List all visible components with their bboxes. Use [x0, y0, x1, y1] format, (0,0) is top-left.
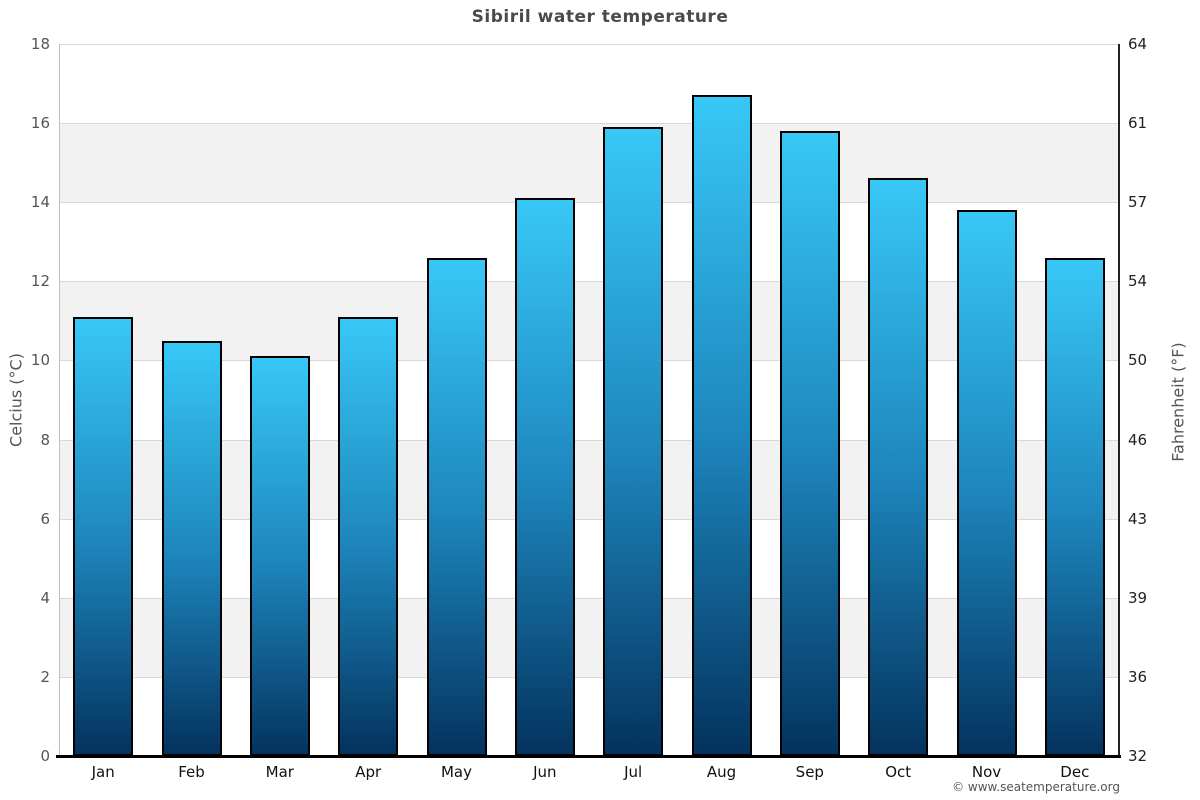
- ytick-celsius-8: 8: [40, 430, 50, 449]
- plot-area: [59, 44, 1119, 756]
- ytick-celsius-18: 18: [30, 35, 50, 53]
- ytick-celsius-10: 10: [30, 351, 50, 370]
- bar-oct[interactable]: [868, 178, 929, 756]
- plot-band: [59, 518, 1119, 598]
- xtick-jul: Jul: [624, 763, 643, 781]
- ytick-fahrenheit-61: 61: [1128, 114, 1148, 133]
- ytick-fahrenheit-64: 64: [1128, 35, 1148, 53]
- ytick-fahrenheit-46: 46: [1128, 430, 1148, 449]
- bar-feb[interactable]: [161, 341, 222, 756]
- ytick-celsius-0: 0: [40, 747, 50, 765]
- bar-jun[interactable]: [514, 198, 575, 756]
- plot-band: [59, 439, 1119, 519]
- xtick-feb: Feb: [178, 763, 205, 781]
- ytick-celsius-12: 12: [30, 272, 50, 291]
- plot-band: [59, 360, 1119, 440]
- plot-band: [59, 123, 1119, 203]
- ytick-celsius-16: 16: [30, 114, 50, 133]
- xtick-oct: Oct: [885, 763, 912, 781]
- ytick-fahrenheit-50: 50: [1128, 351, 1148, 370]
- ytick-fahrenheit-32: 32: [1128, 747, 1148, 765]
- ytick-celsius-2: 2: [40, 667, 50, 686]
- xtick-dec: Dec: [1060, 763, 1090, 781]
- bar-sep[interactable]: [779, 131, 840, 756]
- plot-band: [59, 44, 1119, 124]
- plot-band: [59, 597, 1119, 677]
- ytick-fahrenheit-57: 57: [1128, 193, 1148, 212]
- chart-title: Sibiril water temperature: [471, 7, 729, 27]
- xtick-jan: Jan: [91, 763, 115, 781]
- ytick-fahrenheit-39: 39: [1128, 588, 1148, 607]
- y-axis-line-right: [1118, 44, 1120, 758]
- xtick-apr: Apr: [355, 763, 382, 781]
- ytick-celsius-6: 6: [40, 509, 50, 528]
- plot-band: [59, 202, 1119, 282]
- ytick-celsius-4: 4: [40, 588, 50, 607]
- plot-band: [59, 281, 1119, 361]
- bar-jul[interactable]: [603, 127, 664, 756]
- xtick-nov: Nov: [971, 763, 1002, 781]
- xtick-jun: Jun: [533, 763, 557, 781]
- bar-apr[interactable]: [338, 317, 399, 756]
- bar-may[interactable]: [426, 258, 487, 756]
- ytick-fahrenheit-54: 54: [1128, 272, 1148, 291]
- y-axis-title-fahrenheit: Fahrenheit (°F): [1168, 342, 1188, 462]
- y-axis-line-left: [59, 44, 60, 756]
- ytick-fahrenheit-36: 36: [1128, 667, 1148, 686]
- ytick-fahrenheit-43: 43: [1128, 509, 1148, 528]
- plot-band: [59, 676, 1119, 756]
- xtick-may: May: [440, 763, 472, 781]
- xtick-aug: Aug: [706, 763, 737, 781]
- x-axis-line: [56, 755, 1121, 758]
- xtick-mar: Mar: [265, 763, 294, 781]
- ytick-celsius-14: 14: [30, 193, 50, 212]
- copyright-credit: © www.seatemperature.org: [952, 780, 1120, 794]
- bar-dec[interactable]: [1044, 258, 1105, 756]
- xtick-sep: Sep: [795, 763, 824, 781]
- bar-jan[interactable]: [73, 317, 134, 756]
- bar-mar[interactable]: [249, 356, 310, 756]
- bar-nov[interactable]: [956, 210, 1017, 756]
- bar-aug[interactable]: [691, 95, 752, 756]
